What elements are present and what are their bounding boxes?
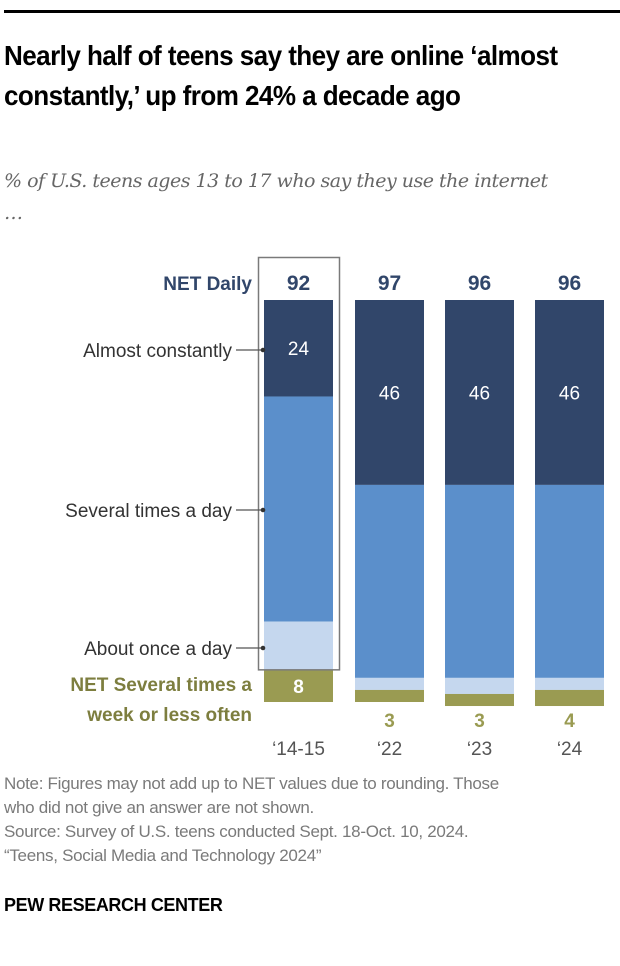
x-tick-label: ‘23 [467, 739, 492, 760]
bar-segment-about-once-a-day [535, 677, 604, 690]
leader-dot [260, 645, 266, 651]
note-line: Note: Figures may not add up to NET valu… [4, 774, 499, 793]
bar-segment-net-weekly-or-less [445, 693, 514, 707]
bar-segment-about-once-a-day [264, 621, 333, 670]
bar-segment-net-weekly-or-less [355, 689, 424, 702]
bar-segment-almost-constantly [445, 300, 514, 485]
bar-segment-several-times-a-day [355, 484, 424, 678]
x-tick-label: ‘22 [377, 739, 402, 760]
bar-segment-several-times-a-day [445, 484, 514, 678]
legend-label-several-times-a-day: Several times a day [65, 501, 232, 522]
legend-label-about-once-a-day: About once a day [84, 639, 232, 660]
data-label-net-weekly: 3 [384, 711, 395, 732]
chart-title: Nearly half of teens say they are online… [4, 40, 558, 111]
source-line: Source: Survey of U.S. teens conducted S… [4, 822, 469, 841]
leader-dot [260, 347, 266, 353]
data-label-net-weekly: 3 [474, 711, 485, 732]
stacked-bar-chart: 24 8 92 ‘14-15 46 3 97 ‘22 46 3 96 ‘23 46 4 96 ‘24 NET D… [65, 256, 604, 760]
bar-segment-about-once-a-day [445, 677, 514, 694]
bar-segment-almost-constantly [535, 300, 604, 485]
data-label-net-weekly: 4 [564, 711, 575, 732]
data-label-net-daily: 92 [287, 272, 310, 295]
top-rule [4, 10, 620, 13]
note-line: who did not give an answer are not shown… [4, 798, 314, 817]
data-label-net-weekly: 8 [293, 677, 304, 698]
legend-label-almost-constantly: Almost constantly [83, 341, 232, 362]
chart-subtitle: % of U.S. teens ages 13 to 17 who say th… [4, 170, 548, 224]
bar-segment-net-weekly-or-less [264, 669, 333, 702]
bar-segment-several-times-a-day [535, 484, 604, 678]
footnote: Note: Figures may not add up to NET valu… [4, 772, 616, 868]
x-tick-label: ‘24 [557, 739, 583, 760]
data-label-almost-constantly: 46 [379, 383, 400, 404]
bar-segment-several-times-a-day [264, 396, 333, 622]
source-line: “Teens, Social Media and Technology 2024… [4, 846, 322, 865]
net-daily-label: NET Daily [163, 274, 252, 295]
data-label-net-daily: 96 [558, 272, 581, 295]
net-weekly-label-line: week or less often [86, 705, 252, 726]
data-label-net-daily: 96 [468, 272, 491, 295]
data-label-almost-constantly: 24 [288, 339, 310, 360]
bar-segment-almost-constantly [264, 300, 333, 397]
highlight-box [257, 256, 341, 671]
net-weekly-label-line: NET Several times a [70, 675, 252, 696]
bar-segment-almost-constantly [355, 300, 424, 485]
leader-dot [260, 507, 266, 513]
x-tick-label: ‘14-15 [272, 739, 325, 760]
data-label-almost-constantly: 46 [469, 383, 490, 404]
bar-segment-about-once-a-day [355, 677, 424, 690]
bars-layer [264, 300, 604, 707]
data-label-net-daily: 97 [378, 272, 401, 295]
labels-layer: 24 8 92 ‘14-15 46 3 97 ‘22 46 3 96 ‘23 46 4 96 ‘24 NET D… [65, 256, 583, 760]
data-label-almost-constantly: 46 [559, 383, 580, 404]
brand-logo-text: PEW RESEARCH CENTER [4, 895, 223, 915]
bar-segment-net-weekly-or-less [535, 689, 604, 707]
